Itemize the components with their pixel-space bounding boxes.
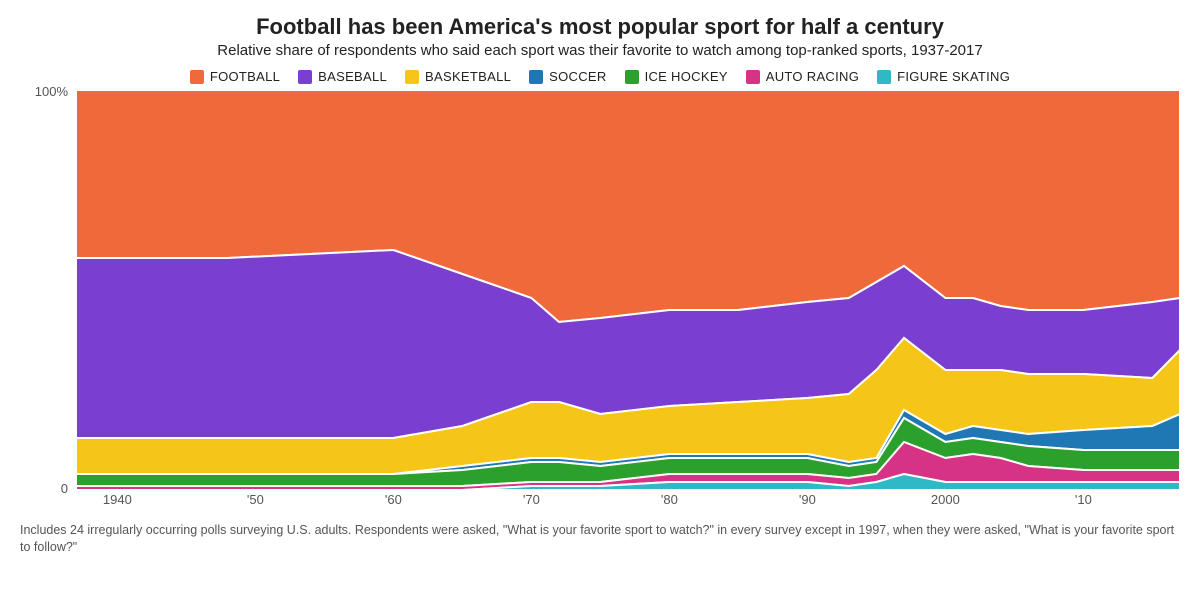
chart-title: Football has been America's most popular…: [20, 14, 1180, 40]
legend-swatch: [746, 70, 760, 84]
legend-label: AUTO RACING: [766, 69, 859, 84]
legend-item: ICE HOCKEY: [625, 69, 728, 84]
x-axis-tick: '10: [1075, 492, 1092, 507]
legend-item: BASEBALL: [298, 69, 387, 84]
legend-label: FOOTBALL: [210, 69, 280, 84]
x-axis-tick: '60: [385, 492, 402, 507]
chart-plot: [76, 90, 1180, 490]
y-axis: 100% 0: [20, 90, 76, 490]
chart-plot-row: 100% 0: [20, 90, 1180, 490]
x-axis-tick: 2000: [931, 492, 960, 507]
legend-item: FOOTBALL: [190, 69, 280, 84]
y-axis-label-top: 100%: [35, 84, 68, 99]
legend-swatch: [405, 70, 419, 84]
x-axis-tick: '90: [799, 492, 816, 507]
legend-label: FIGURE SKATING: [897, 69, 1010, 84]
x-axis-tick: '80: [661, 492, 678, 507]
legend-item: FIGURE SKATING: [877, 69, 1010, 84]
chart-subtitle: Relative share of respondents who said e…: [20, 42, 1180, 59]
chart-legend: FOOTBALL BASEBALL BASKETBALL SOCCER ICE HOCK…: [20, 69, 1180, 84]
x-axis-tick: 1940: [103, 492, 132, 507]
legend-label: SOCCER: [549, 69, 606, 84]
x-axis-tick: '50: [247, 492, 264, 507]
legend-swatch: [190, 70, 204, 84]
legend-swatch: [877, 70, 891, 84]
legend-item: SOCCER: [529, 69, 606, 84]
y-axis-label-bottom: 0: [61, 481, 68, 496]
legend-swatch: [625, 70, 639, 84]
chart-container: Football has been America's most popular…: [0, 0, 1200, 600]
legend-label: BASKETBALL: [425, 69, 511, 84]
legend-label: ICE HOCKEY: [645, 69, 728, 84]
legend-swatch: [298, 70, 312, 84]
x-axis: 1940 '50 '60 '70 '80 '90 2000 '10: [76, 490, 1180, 512]
x-axis-tick: '70: [523, 492, 540, 507]
chart-footnote: Includes 24 irregularly occurring polls …: [20, 522, 1180, 556]
legend-item: AUTO RACING: [746, 69, 859, 84]
legend-item: BASKETBALL: [405, 69, 511, 84]
legend-label: BASEBALL: [318, 69, 387, 84]
legend-swatch: [529, 70, 543, 84]
